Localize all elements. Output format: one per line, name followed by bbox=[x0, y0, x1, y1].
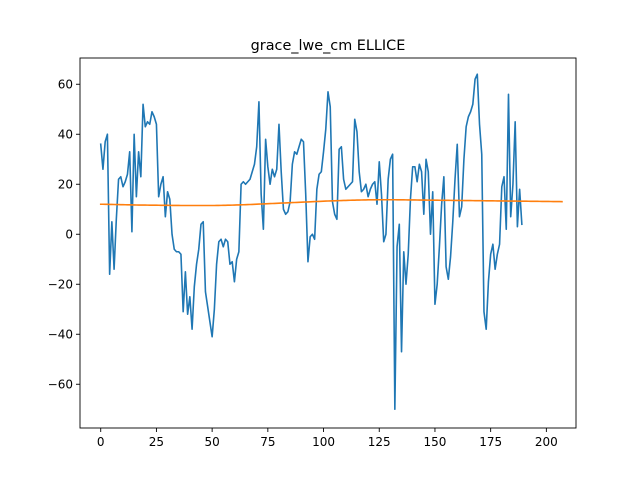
x-tick-label: 0 bbox=[97, 435, 105, 449]
x-tick-label: 75 bbox=[260, 435, 275, 449]
axes-frame bbox=[79, 57, 577, 429]
y-tick-label: 0 bbox=[65, 227, 73, 241]
series-line-2 bbox=[99, 198, 563, 207]
x-tick-label: 200 bbox=[535, 435, 558, 449]
y-tick-label: 60 bbox=[58, 77, 73, 91]
x-tick-label: 125 bbox=[368, 435, 391, 449]
x-tick-label: 150 bbox=[424, 435, 447, 449]
x-tick-label: 50 bbox=[204, 435, 219, 449]
y-tick-label: −20 bbox=[48, 277, 73, 291]
chart-title: grace_lwe_cm ELLICE bbox=[251, 38, 406, 54]
plot-area: 0 25 50 75 100 125 150 175 200 −60 −40 −20 0 20 40 60 bbox=[48, 57, 577, 449]
x-tick-label: 175 bbox=[479, 435, 502, 449]
y-tick-label: 20 bbox=[58, 177, 73, 191]
y-tick-label: −60 bbox=[48, 377, 73, 391]
y-tick-label: 40 bbox=[58, 127, 73, 141]
y-tick-label: −40 bbox=[48, 327, 73, 341]
x-tick-label: 25 bbox=[149, 435, 164, 449]
series-line-1 bbox=[99, 73, 523, 411]
x-tick-label: 100 bbox=[312, 435, 335, 449]
